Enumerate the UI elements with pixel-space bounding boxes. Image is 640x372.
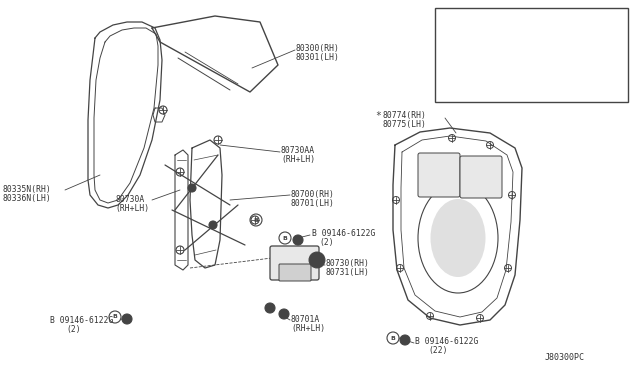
Text: B 09146-6122G: B 09146-6122G	[312, 229, 376, 238]
Text: *: *	[440, 16, 447, 26]
Text: (RH+LH): (RH+LH)	[115, 204, 149, 213]
FancyBboxPatch shape	[460, 156, 502, 198]
Ellipse shape	[582, 64, 593, 71]
Bar	[435, 8, 628, 102]
Text: (2): (2)	[319, 238, 333, 247]
Text: 80336N(LH): 80336N(LH)	[2, 194, 51, 203]
Text: 80730(RH): 80730(RH)	[326, 259, 370, 268]
Text: P/C 80774/5 IS IN SEC.800: P/C 80774/5 IS IN SEC.800	[448, 27, 570, 36]
Text: (2): (2)	[66, 325, 81, 334]
FancyBboxPatch shape	[279, 264, 311, 281]
Ellipse shape	[431, 199, 486, 277]
Text: (22): (22)	[428, 346, 447, 355]
FancyBboxPatch shape	[418, 153, 460, 197]
Text: 80774(RH): 80774(RH)	[383, 111, 427, 120]
Text: 80775(LH): 80775(LH)	[383, 120, 427, 129]
Circle shape	[265, 303, 275, 313]
Text: *: *	[375, 111, 381, 121]
Circle shape	[400, 335, 410, 345]
Text: 80731(LH): 80731(LH)	[326, 268, 370, 277]
Text: B: B	[390, 336, 396, 340]
Text: (RH+LH): (RH+LH)	[291, 324, 325, 333]
Text: 80700(RH): 80700(RH)	[291, 190, 335, 199]
Text: 80300(RH): 80300(RH)	[296, 44, 340, 53]
Circle shape	[122, 314, 132, 324]
Circle shape	[209, 221, 217, 229]
Text: B: B	[283, 235, 287, 241]
Text: B: B	[253, 218, 259, 222]
Text: 80335N(RH): 80335N(RH)	[2, 185, 51, 194]
Circle shape	[279, 309, 289, 319]
Text: B 09146-6122G: B 09146-6122G	[415, 337, 478, 346]
Text: B: B	[113, 314, 117, 320]
Text: 'SEAL-RR DOOR INR' FOR: 'SEAL-RR DOOR INR' FOR	[448, 16, 556, 25]
Circle shape	[188, 184, 196, 192]
Text: 80730AA: 80730AA	[281, 146, 315, 155]
Text: 80701(LH): 80701(LH)	[291, 199, 335, 208]
FancyBboxPatch shape	[270, 246, 319, 280]
Text: 80301(LH): 80301(LH)	[296, 53, 340, 62]
Circle shape	[293, 235, 303, 245]
Text: (80834R): (80834R)	[540, 58, 579, 67]
Circle shape	[309, 252, 325, 268]
Text: B 09146-6122G: B 09146-6122G	[50, 316, 113, 325]
Text: J80300PC: J80300PC	[545, 353, 585, 362]
Text: (RH+LH): (RH+LH)	[281, 155, 315, 164]
Text: 80730A: 80730A	[115, 195, 144, 204]
Text: 80701A: 80701A	[291, 315, 320, 324]
